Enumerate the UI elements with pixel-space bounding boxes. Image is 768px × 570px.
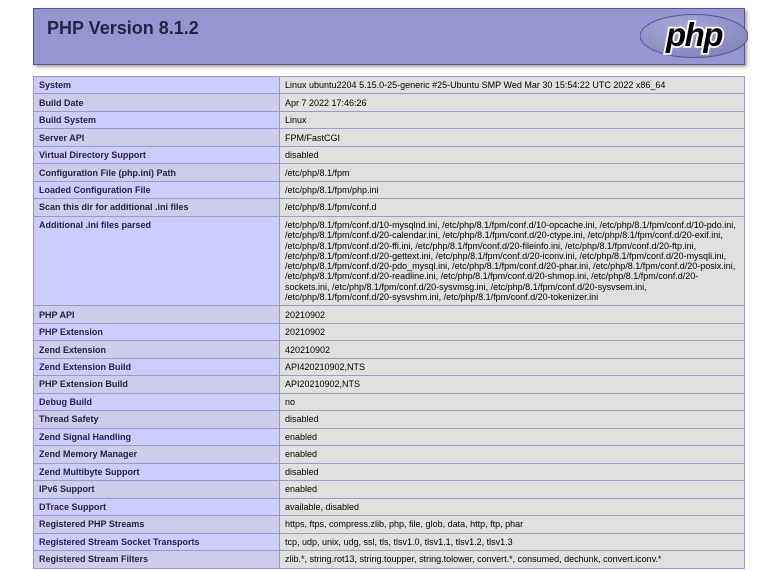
svg-text:php: php (665, 16, 723, 53)
